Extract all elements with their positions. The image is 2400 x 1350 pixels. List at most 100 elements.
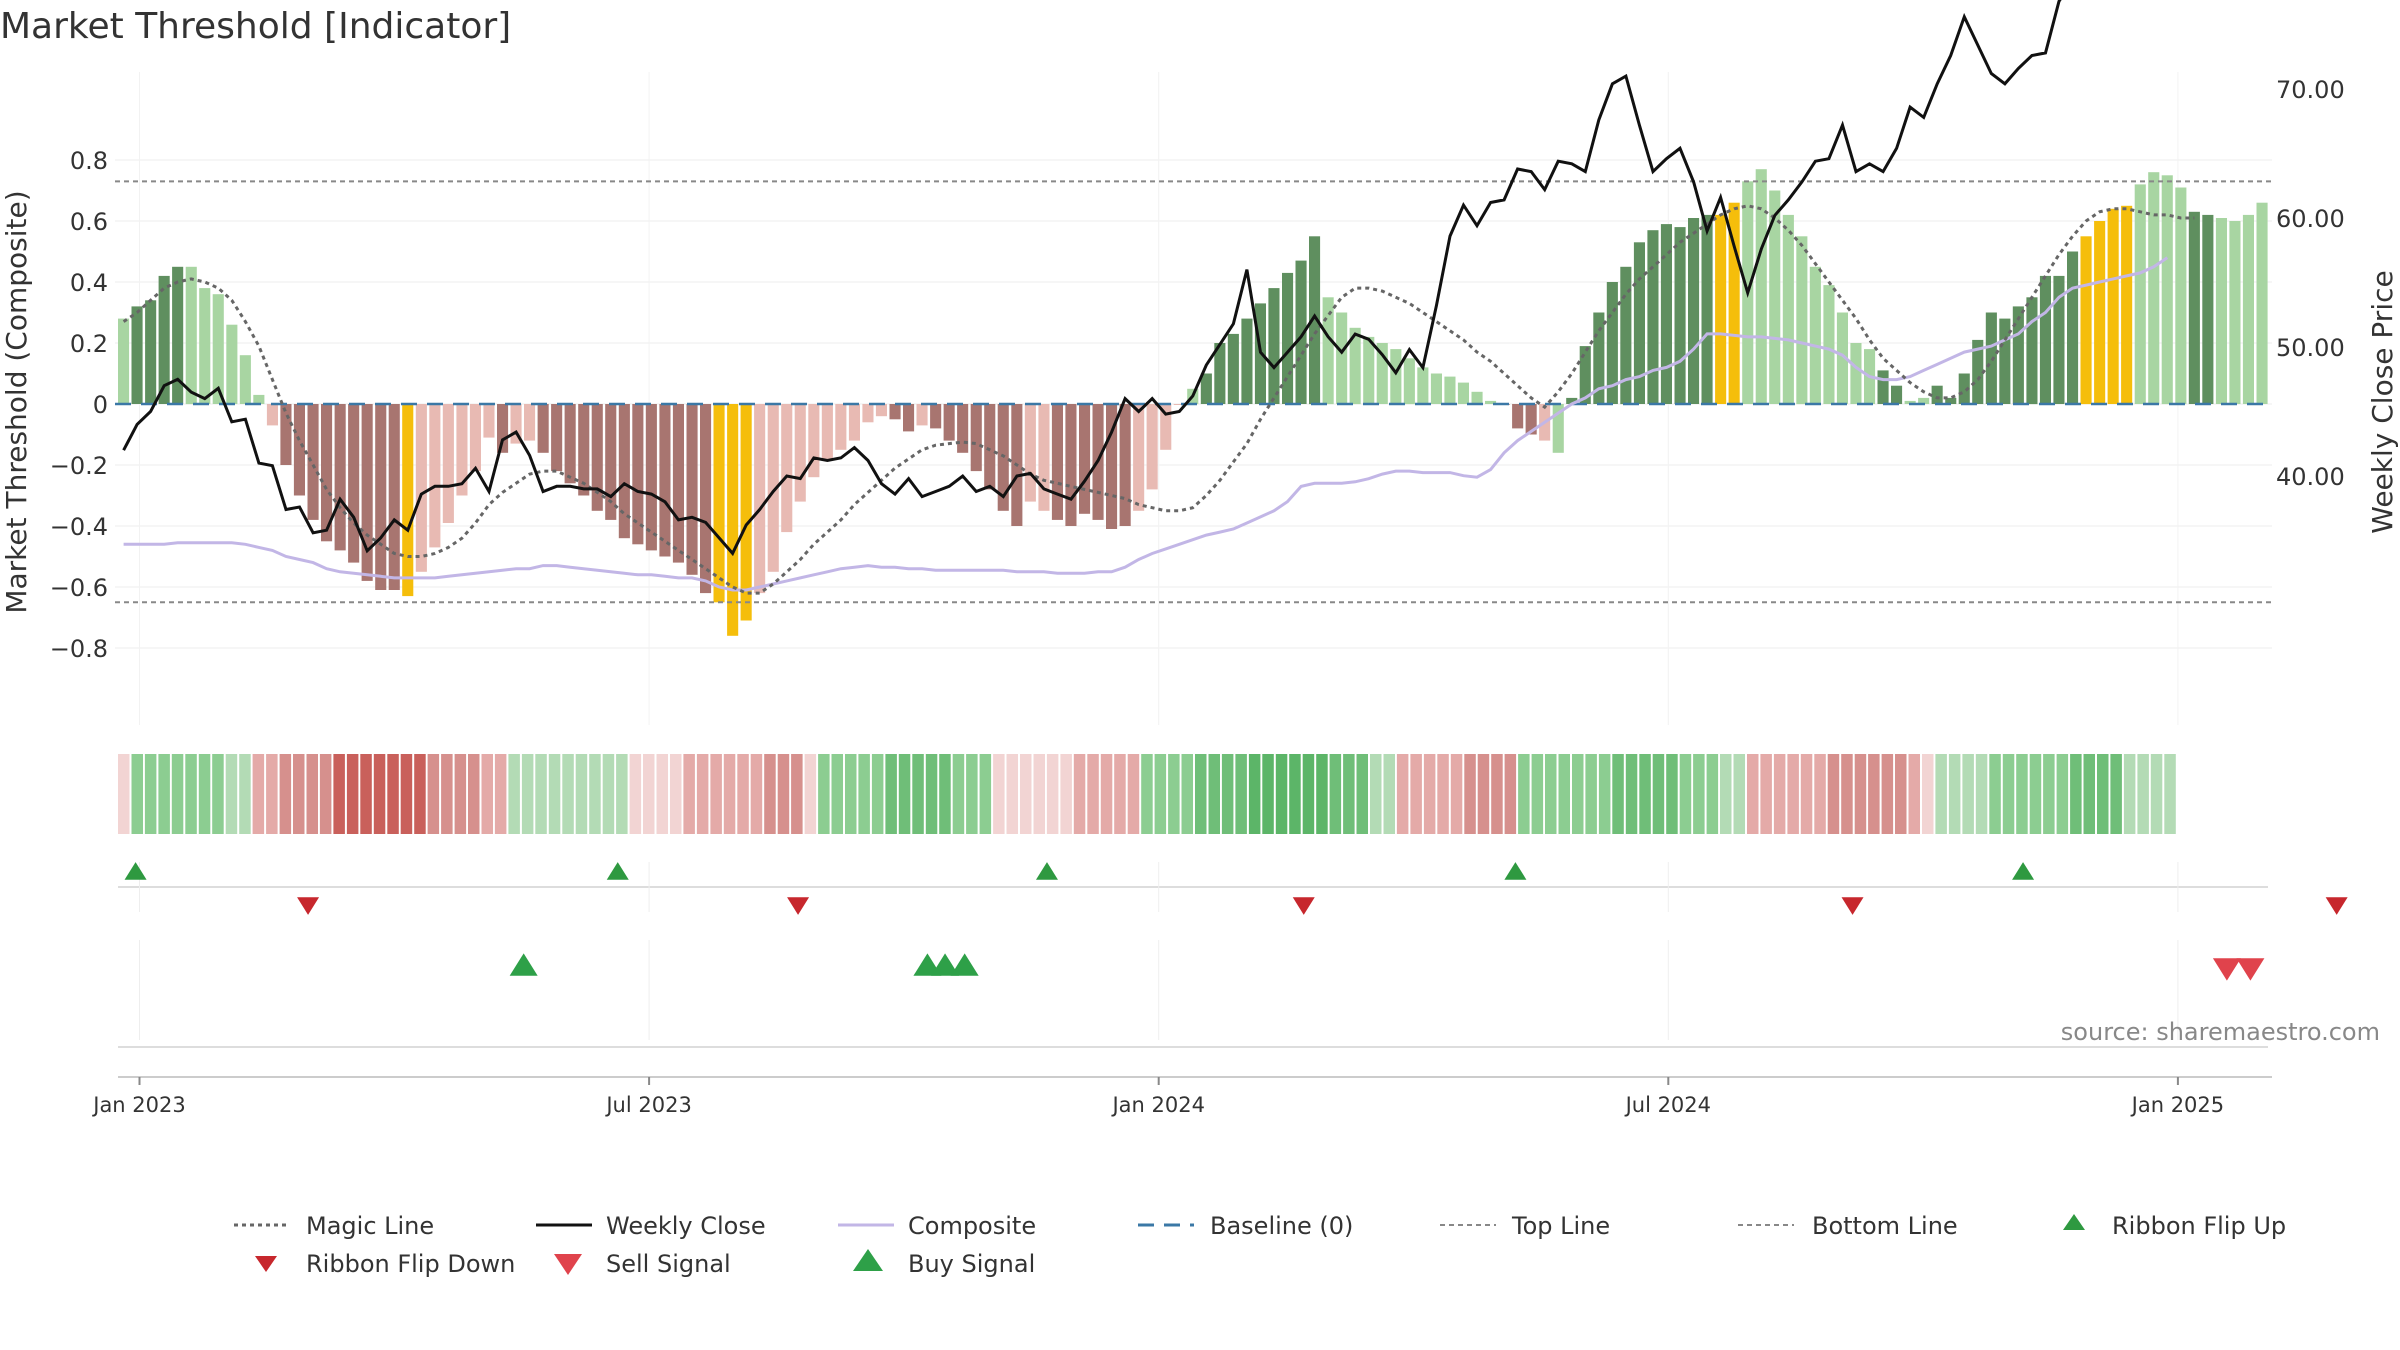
ribbon-cell <box>575 754 588 834</box>
ribbon-cell <box>777 754 790 834</box>
ribbon-cell <box>966 754 978 834</box>
histogram-bar <box>510 404 522 444</box>
ribbon-cell <box>750 754 763 834</box>
ribbon-cell <box>1558 754 1570 834</box>
ribbon-cell <box>1477 754 1490 834</box>
ribbon-cell <box>670 754 682 834</box>
ribbon-cell <box>764 754 776 834</box>
y-tick-label-right: 40.00 <box>2276 463 2345 491</box>
legend-label: Ribbon Flip Down <box>306 1250 515 1278</box>
ribbon-cell <box>1908 754 1920 834</box>
ribbon-cell <box>225 754 238 834</box>
histogram-bar <box>1106 404 1118 529</box>
ribbon-cell <box>1221 754 1234 834</box>
histogram-bar <box>1579 346 1591 404</box>
ribbon-cell <box>1518 754 1530 834</box>
x-tick-label: Jan 2024 <box>1110 1093 1205 1117</box>
ribbon-cell <box>1087 754 1099 834</box>
ribbon-cell <box>1612 754 1624 834</box>
histogram-bar <box>1755 169 1767 404</box>
buy-signal-marker <box>931 953 960 976</box>
histogram-bar <box>334 404 346 551</box>
histogram-bar <box>1160 404 1172 450</box>
histogram-bar <box>1146 404 1158 490</box>
histogram-bar <box>2094 221 2106 404</box>
ribbon-cell <box>1787 754 1799 834</box>
ribbon-cell <box>2150 754 2163 834</box>
histogram-bar <box>537 404 549 453</box>
histogram-bar <box>1349 327 1361 405</box>
histogram-bar <box>2080 236 2092 405</box>
legend: Magic Line Weekly Close Composite Baseline … <box>234 1212 2286 1278</box>
histogram-bar <box>1133 404 1145 511</box>
histogram-bar <box>1282 272 1294 404</box>
histogram-bar <box>943 404 955 441</box>
ribbon-cell <box>1316 754 1328 834</box>
histogram-bar <box>1376 343 1388 404</box>
ribbon-cell <box>1881 754 1894 834</box>
ribbon-cell <box>535 754 547 834</box>
ribbon-cell <box>1100 754 1113 834</box>
legend-label: Ribbon Flip Up <box>2112 1212 2286 1240</box>
ribbon-cell <box>158 754 170 834</box>
ribbon-cell <box>898 754 911 834</box>
histogram-bar <box>591 404 603 511</box>
ribbon-cell <box>1625 754 1638 834</box>
x-tick-label: Jul 2023 <box>604 1093 691 1117</box>
ribbon-cell <box>2043 754 2055 834</box>
histogram-bar <box>1688 218 1700 404</box>
histogram-bar <box>2242 214 2254 404</box>
y-tick-label-right: 50.00 <box>2276 334 2345 362</box>
ribbon-cell <box>1046 754 1059 834</box>
x-tick-label: Jul 2024 <box>1624 1093 1711 1117</box>
ribbon-cell <box>1975 754 1988 834</box>
ribbon-cell <box>1195 754 1207 834</box>
ribbon-cell <box>1854 754 1867 834</box>
histogram-bar <box>415 404 427 572</box>
ribbon-cell <box>1895 754 1907 834</box>
ribbon-cell <box>508 754 520 834</box>
ribbon-cell <box>1706 754 1719 834</box>
histogram-bar <box>1214 343 1226 404</box>
histogram-bar <box>1065 404 1077 526</box>
ribbon-cell <box>2137 754 2149 834</box>
ribbon-cell <box>144 754 157 834</box>
ribbon-cell <box>1033 754 1045 834</box>
ribbon-cell <box>212 754 224 834</box>
histogram-bar <box>984 404 996 490</box>
ribbon-cell <box>952 754 965 834</box>
sell-signal-marker <box>2236 958 2265 981</box>
histogram-bar <box>2107 208 2119 404</box>
ribbon-cell <box>845 754 857 834</box>
ribbon-cell <box>1747 754 1759 834</box>
ribbon-cell <box>1235 754 1247 834</box>
ribbon-cell <box>696 754 709 834</box>
buy-signal-marker <box>509 953 538 976</box>
histogram-bar <box>469 404 481 472</box>
ribbon-cell <box>1370 754 1382 834</box>
ribbon-cell <box>1720 754 1732 834</box>
histogram-bar <box>564 404 576 484</box>
ribbon-cell <box>912 754 924 834</box>
y-tick-label-left: 0.2 <box>70 330 108 358</box>
ribbon-cell <box>1679 754 1692 834</box>
ribbon-cell <box>1827 754 1840 834</box>
ribbon-cell <box>1531 754 1544 834</box>
histogram-bar <box>848 404 860 441</box>
ribbon-cell <box>1396 754 1409 834</box>
histogram-bar <box>212 294 224 404</box>
histogram-bar <box>1593 312 1605 404</box>
y-axis-label-right: Weekly Close Price <box>2366 270 2399 533</box>
ribbon-cell <box>1814 754 1826 834</box>
histogram-bar <box>2067 251 2079 404</box>
ribbon-cell <box>360 754 372 834</box>
legend-swatch-flip-up <box>2063 1214 2085 1230</box>
histogram-bar <box>754 404 766 594</box>
y-tick-label-left: −0.2 <box>50 452 108 480</box>
y-tick-label-right: 70.00 <box>2276 76 2345 104</box>
y-tick-label-left: 0.8 <box>70 147 108 175</box>
histogram-bar <box>172 266 184 405</box>
legend-swatch-sell <box>554 1254 582 1275</box>
ribbon-cell <box>131 754 143 834</box>
buy-signal-marker <box>950 953 979 976</box>
